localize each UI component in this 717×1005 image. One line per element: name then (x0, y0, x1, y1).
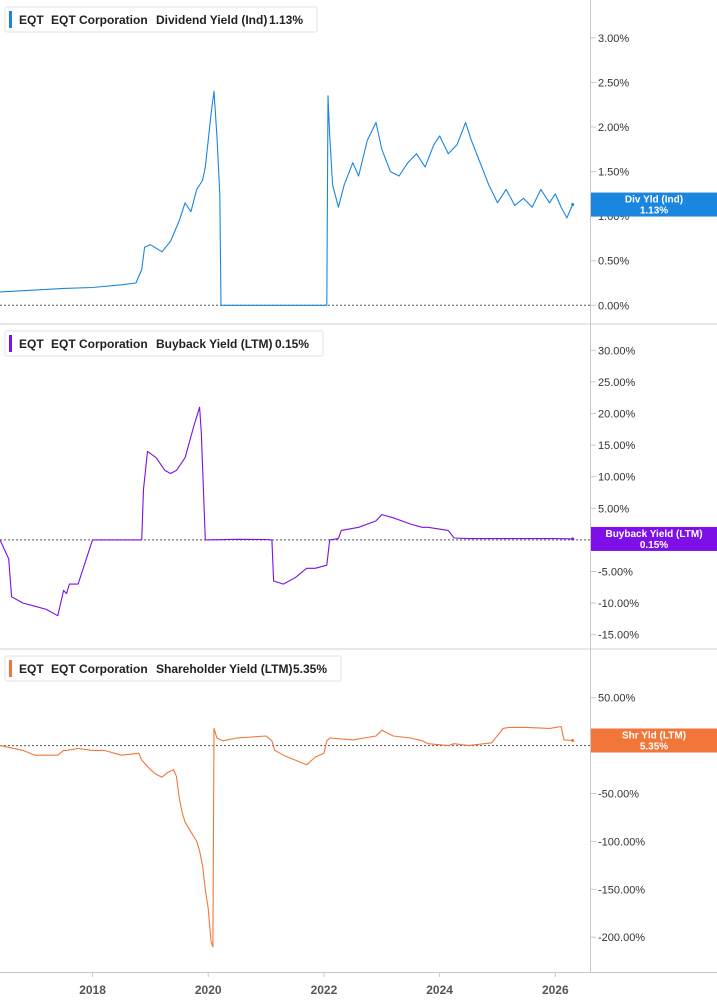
legend-color-swatch (9, 335, 12, 352)
value-tag-label: Buyback Yield (LTM) (605, 529, 702, 540)
x-tick-label: 2024 (426, 983, 453, 997)
value-tag-value: 1.13% (640, 206, 668, 217)
y-tick-label: 0.00% (598, 300, 629, 312)
y-tick-label: 3.00% (598, 33, 629, 45)
value-tag-value: 0.15% (640, 540, 668, 551)
legend-value: 0.15% (275, 337, 309, 351)
chart-panel-1: -15.00% -10.00% -5.00% 5.00% 10.00% 15.00% 20.… (0, 330, 717, 642)
legend-color-swatch (9, 660, 12, 677)
y-tick-label: 10.00% (598, 472, 636, 484)
value-tag (591, 728, 717, 753)
legend-value: 1.13% (269, 13, 303, 27)
y-tick-label: -100.00% (598, 836, 645, 848)
y-tick-label: 2.00% (598, 122, 629, 134)
series-line (0, 725, 573, 948)
y-tick-label: -150.00% (598, 884, 645, 896)
value-tag-label: Div Yld (Ind) (625, 195, 683, 206)
y-tick-label: -5.00% (598, 566, 633, 578)
x-tick-label: 2018 (79, 983, 106, 997)
y-tick-label: 2.50% (598, 77, 629, 89)
y-tick-label: 25.00% (598, 377, 636, 389)
legend-color-swatch (9, 11, 12, 28)
y-tick-label: 5.00% (598, 503, 629, 515)
value-tag (591, 526, 717, 551)
y-tick-label: -200.00% (598, 932, 645, 944)
legend: EQT EQT Corporation Dividend Yield (Ind) 1.… (4, 6, 318, 33)
legend-metric: Dividend Yield (Ind) (156, 13, 267, 27)
legend-ticker: EQT (19, 13, 44, 27)
chart-panel-0: 0.00%0.50%1.00%1.50%2.00%2.50%3.00%Div Y… (0, 6, 717, 312)
y-tick-label: 50.00% (598, 693, 636, 705)
legend: EQT EQT Corporation Shareholder Yield (LTM… (4, 655, 342, 682)
y-tick-label: 0.50% (598, 256, 629, 268)
data-point-last (571, 738, 575, 742)
y-tick-label: 20.00% (598, 409, 636, 421)
y-tick-label: -50.00% (598, 789, 639, 801)
legend-metric: Buyback Yield (LTM) (156, 337, 272, 351)
legend-box (4, 6, 318, 33)
series-line (0, 406, 573, 617)
legend-box (4, 655, 342, 682)
legend-box (4, 330, 324, 357)
x-tick-label: 2022 (311, 983, 338, 997)
data-point-last (571, 203, 575, 207)
data-point-last (571, 537, 575, 541)
y-tick-label: -15.00% (598, 630, 639, 642)
legend-company: EQT Corporation (51, 337, 148, 351)
legend-company: EQT Corporation (51, 13, 148, 27)
legend-value: 5.35% (293, 662, 327, 676)
legend-ticker: EQT (19, 337, 44, 351)
y-tick-label: 15.00% (598, 440, 636, 452)
y-tick-label: 1.50% (598, 167, 629, 179)
legend: EQT EQT Corporation Buyback Yield (LTM) 0.1… (4, 330, 324, 357)
y-tick-label: -10.00% (598, 598, 639, 610)
value-tag (591, 192, 717, 217)
y-tick-label: 30.00% (598, 345, 636, 357)
x-tick-label: 2026 (542, 983, 569, 997)
series-line (0, 90, 574, 306)
x-tick-label: 2020 (195, 983, 222, 997)
legend-company: EQT Corporation (51, 662, 148, 676)
chart-panel-2: -200.00% -150.00% -100.00% -50.00% 50.00% Shr… (0, 655, 717, 948)
legend-metric: Shareholder Yield (LTM) (156, 662, 292, 676)
legend-ticker: EQT (19, 662, 44, 676)
value-tag-label: Shr Yld (LTM) (622, 730, 686, 741)
value-tag-value: 5.35% (640, 741, 668, 752)
